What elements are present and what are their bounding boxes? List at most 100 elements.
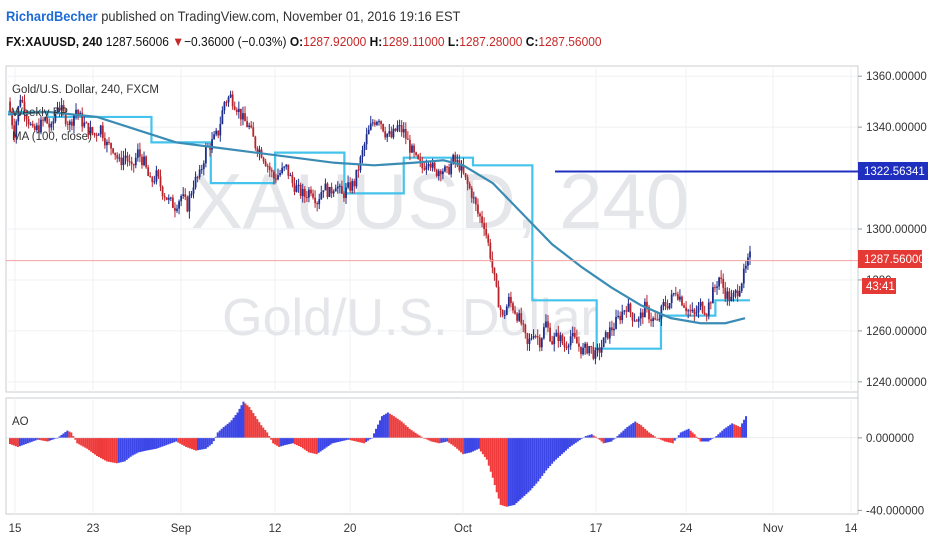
ao-bar [588, 434, 591, 438]
candle-body [724, 287, 727, 299]
candle-body [221, 110, 224, 124]
ao-bar [258, 422, 261, 438]
candle-body [695, 312, 698, 314]
candle-body [499, 307, 502, 311]
ao-bar [244, 403, 247, 438]
ao-bar [54, 437, 57, 439]
price-change: −0.36000 (−0.03%) [184, 34, 287, 49]
legend-weekly-pp[interactable]: Weekly PP [12, 107, 68, 119]
candle-body [303, 189, 306, 197]
publish-line: RichardBecher published on TradingView.c… [6, 8, 460, 24]
candle-body [559, 335, 562, 342]
candle-body [227, 97, 230, 103]
ao-axis[interactable]: 0.000000 -40.000000 [858, 433, 924, 518]
ao-bar [622, 430, 625, 438]
ao-bar [68, 431, 71, 438]
ao-bar [731, 423, 734, 438]
ao-bar [325, 437, 328, 448]
candle-body [596, 347, 599, 351]
ao-bar [541, 437, 544, 476]
candle-body [705, 314, 708, 316]
candle-body [21, 99, 24, 102]
ao-bar [317, 437, 320, 453]
open-value: 1287.92000 [303, 34, 367, 49]
ao-bar [76, 437, 79, 444]
ao-bar [707, 437, 710, 442]
ao-bar [260, 425, 263, 438]
candle-body [538, 337, 541, 348]
ao-bar [602, 437, 605, 444]
candle-body [386, 133, 389, 138]
ao-bar [210, 437, 213, 445]
ao-bar [594, 436, 597, 438]
ao-bar [604, 437, 607, 443]
candle-body [685, 307, 688, 312]
candle-body [625, 310, 628, 312]
candle-body [730, 296, 733, 301]
ao-bar [507, 437, 510, 507]
ao-bar [646, 430, 649, 438]
ao-bar [509, 437, 512, 506]
candle-body [99, 125, 102, 135]
ao-bar [644, 428, 647, 438]
ao-bar [725, 427, 728, 438]
candle-body [433, 162, 436, 170]
ao-bar [285, 437, 288, 445]
oscillator-pane[interactable] [5, 397, 859, 515]
legend-ma[interactable]: MA (100, close) [12, 131, 92, 143]
ao-bar [703, 437, 706, 442]
symbol-interval: FX:XAUUSD, 240 [6, 34, 103, 49]
ao-bar [384, 413, 387, 438]
ao-bar [610, 437, 613, 442]
ao-bar [90, 437, 93, 452]
candle-body [643, 301, 646, 318]
candle-body [431, 162, 434, 168]
candle-body [479, 213, 481, 217]
candle-body [510, 296, 512, 304]
chart-canvas[interactable]: XAUUSD, 240 Gold/U.S. Dollar 1240.000001… [0, 58, 932, 550]
ao-bar [471, 437, 474, 452]
ao-bar [200, 437, 203, 450]
candle-body [439, 170, 442, 175]
ao-bar [539, 437, 542, 479]
ao-bar [74, 437, 77, 440]
ao-bar [400, 421, 403, 438]
hline-price-label: 1322.56341 [864, 166, 925, 178]
candle-body [79, 112, 82, 114]
price-axis[interactable]: 1240.000001260.000001280.1300.000001340.… [858, 71, 927, 389]
candle-body [44, 117, 46, 121]
ao-bar [222, 427, 225, 438]
candle-body [662, 302, 665, 307]
candle-body [256, 148, 259, 154]
candle-body [633, 320, 636, 322]
candle-body [468, 183, 471, 189]
ao-bar [307, 437, 310, 453]
watermark-symbol: XAUUSD, 240 [191, 157, 690, 245]
time-axis[interactable]: 15 23 Sep 12 20 Oct 17 24 Nov 14 [9, 523, 858, 535]
candle-body [549, 327, 551, 342]
ao-bar [282, 437, 285, 446]
candle-body [582, 347, 584, 355]
candle-body [573, 332, 576, 338]
candle-body [503, 314, 506, 316]
candle-body [411, 145, 413, 153]
ao-bar [420, 436, 423, 438]
candle-body [215, 130, 218, 135]
ao-bar [669, 437, 672, 443]
candle-body [534, 335, 537, 337]
weekly-pp-line [8, 110, 750, 350]
candle-body [9, 101, 11, 112]
ao-bar [430, 437, 433, 442]
ao-bar [424, 437, 427, 439]
ao-bar [337, 437, 340, 442]
candle-body [217, 130, 220, 136]
ao-bar [446, 437, 449, 442]
countdown-tag [862, 278, 896, 294]
ao-bar [194, 437, 197, 451]
author-link[interactable]: RichardBecher [6, 8, 98, 24]
legend-title: Gold/U.S. Dollar, 240, FXCM [12, 84, 159, 96]
ao-bar [48, 437, 51, 441]
candle-body [635, 320, 638, 322]
ao-bar [511, 437, 514, 506]
ao-bar [659, 437, 662, 440]
